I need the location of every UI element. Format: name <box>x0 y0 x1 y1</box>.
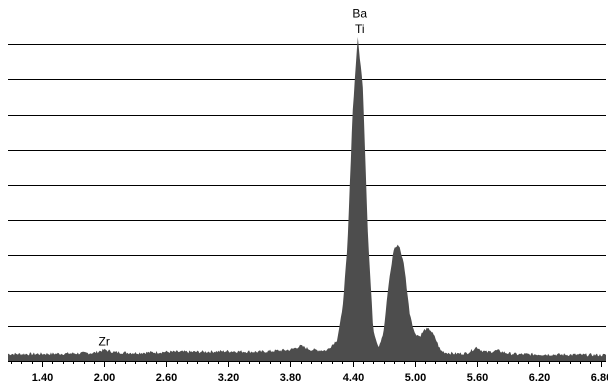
axis-layer: 1.40 2.00 2.60 3.20 3.80 4.40 5.00 5.60 6.20 6.80 <box>8 361 608 384</box>
grid-layer <box>8 44 606 327</box>
x-tick-label-0: 1.40 <box>32 372 53 384</box>
x-tick-label-6: 5.00 <box>405 372 426 384</box>
x-tick-label-4: 3.80 <box>280 372 301 384</box>
x-tick-label-5: 4.40 <box>343 372 364 384</box>
x-tick-label-8: 6.20 <box>529 372 550 384</box>
annotation-layer: Zr Ba Ti <box>99 6 368 348</box>
x-tick-label-7: 5.60 <box>467 372 488 384</box>
series-area-0 <box>8 37 606 361</box>
x-tick-label-9: 6.80 <box>591 372 608 384</box>
peak-label-ti: Ti <box>355 22 365 36</box>
x-tick-label-3: 3.20 <box>218 372 239 384</box>
peak-label-zr: Zr <box>99 335 110 349</box>
x-tick-label-1: 2.00 <box>94 372 115 384</box>
peak-label-ba: Ba <box>352 6 367 20</box>
area-layer <box>8 37 606 361</box>
x-tick-label-2: 2.60 <box>156 372 177 384</box>
